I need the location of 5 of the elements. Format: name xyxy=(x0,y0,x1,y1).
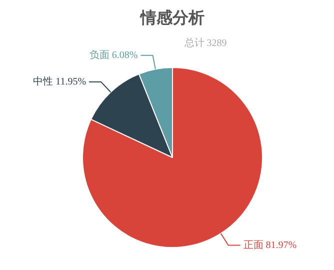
slice-label: 负面 6.08% xyxy=(89,48,138,61)
chart-title: 情感分析 xyxy=(140,9,204,27)
slice-label: 正面 81.97% xyxy=(243,240,297,251)
chart-subtitle: 总计 3289 xyxy=(183,37,227,49)
slice-label: 中性 11.95% xyxy=(33,75,86,88)
